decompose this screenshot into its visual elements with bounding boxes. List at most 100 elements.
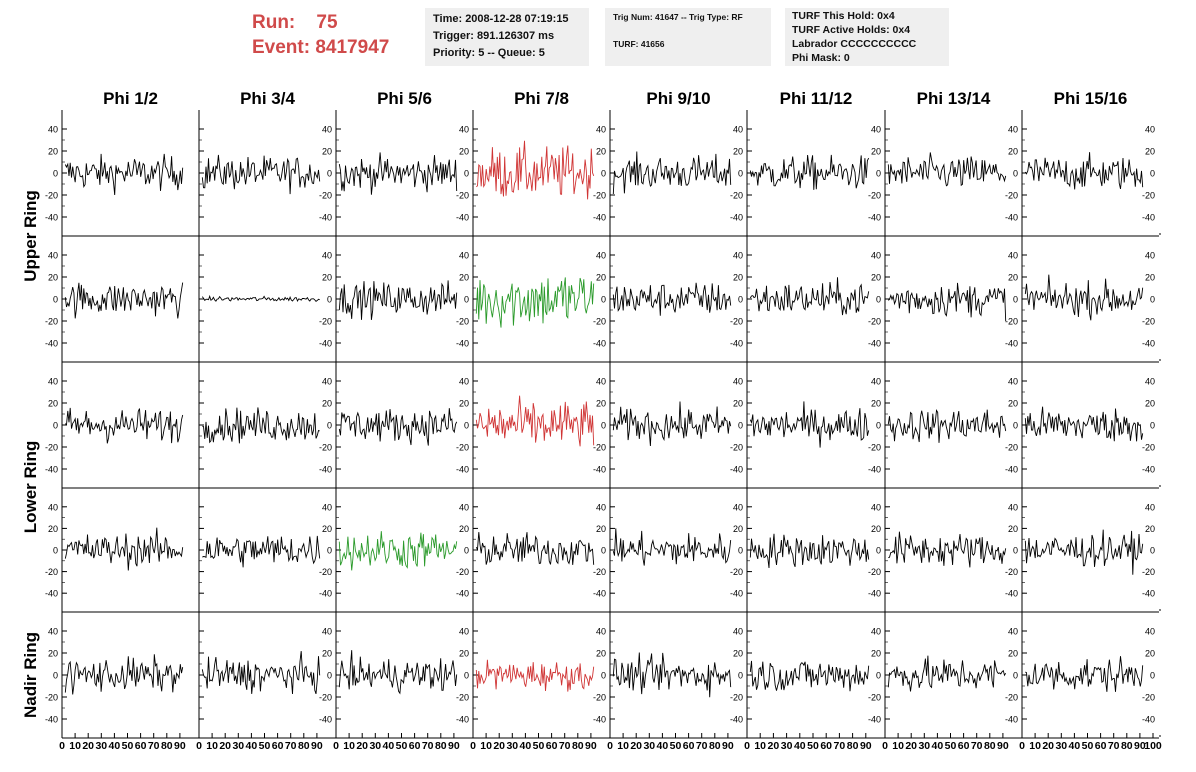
y-tick-label: -40 [730,589,743,599]
y-tick-label: 40 [322,125,332,135]
ring-label: Lower Ring [21,441,40,534]
y-tick-label: 0 [876,295,881,305]
y-tick-label: -40 [868,589,881,599]
y-tick-label: 20 [871,524,881,534]
y-tick-label: -40 [319,465,332,475]
y-tick-label: -40 [45,589,58,599]
y-tick-label: -40 [593,589,606,599]
waveform-trace [476,140,595,200]
y-tick-label: -20 [319,693,332,703]
y-tick-label: 0 [464,546,469,556]
y-tick-label: -40 [1005,465,1018,475]
y-tick-label: 20 [1145,524,1155,534]
y-tick-label: 20 [596,273,606,283]
x-tick-label: 0 [196,740,202,752]
y-tick-label: -20 [1142,443,1155,453]
y-tick-label: 20 [48,649,58,659]
y-tick-label: 0 [1013,671,1018,681]
x-tick-label: 0 [1019,740,1025,752]
waveform-trace [612,652,732,698]
x-tick-label: 90 [448,740,460,752]
x-tick-label: 50 [396,740,408,752]
column-header: Phi 11/12 [780,89,853,108]
y-tick-label: -20 [868,567,881,577]
waveform-trace [201,154,321,195]
x-tick-label: 60 [683,740,695,752]
y-tick-label: -40 [868,715,881,725]
y-tick-label: -40 [456,339,469,349]
y-tick-label: 40 [322,502,332,512]
waveform-trace [749,401,870,448]
waveform-trace [338,408,458,446]
y-tick-label: 20 [733,399,743,409]
y-tick-label: -20 [730,567,743,577]
column-header: Phi 3/4 [240,89,295,108]
x-tick-label: 60 [409,740,421,752]
y-tick-label: 40 [459,502,469,512]
y-tick-label: 40 [459,125,469,135]
waveform-trace [64,282,184,319]
x-tick-label: 80 [847,740,859,752]
waveform-trace [749,154,870,190]
waveform-trace [338,152,458,195]
y-tick-label: -40 [45,213,58,223]
x-tick-label: 20 [630,740,642,752]
y-tick-label: -20 [1142,693,1155,703]
run-line: Run: 75 [252,10,389,35]
y-tick-label: 40 [459,627,469,637]
y-tick-label: 40 [733,627,743,637]
y-tick-label: -20 [1005,693,1018,703]
column-header: Phi 1/2 [103,89,158,108]
y-tick-label: 0 [1013,421,1018,431]
x-tick-label: 50 [807,740,819,752]
y-tick-label: 40 [1008,377,1018,387]
y-tick-label: 40 [48,125,58,135]
y-tick-label: -40 [1142,339,1155,349]
y-tick-label: -20 [730,443,743,453]
y-tick-label: -20 [456,443,469,453]
waveform-trace [475,532,595,565]
y-tick-label: 40 [1008,251,1018,261]
x-tick-label: 70 [148,740,160,752]
y-tick-label: 40 [1145,377,1155,387]
x-tick-label: 30 [643,740,655,752]
y-tick-label: -20 [45,317,58,327]
y-tick-label: -40 [319,589,332,599]
y-tick-label: 40 [733,125,743,135]
y-tick-label: 20 [733,649,743,659]
x-tick-label: 70 [422,740,434,752]
x-tick-label: 40 [657,740,669,752]
y-tick-label: -20 [593,693,606,703]
x-tick-label: 90 [1134,740,1146,752]
waveform-trace [749,533,870,569]
y-tick-label: 0 [601,671,606,681]
x-tick-label: 90 [860,740,872,752]
y-tick-label: 20 [48,524,58,534]
y-tick-label: -40 [593,213,606,223]
ring-label: Nadir Ring [21,632,40,718]
y-tick-label: 0 [327,421,332,431]
x-tick-label: 10 [1029,740,1041,752]
y-tick-label: 0 [1150,169,1155,179]
y-tick-label: -20 [593,191,606,201]
x-tick-label: 100 [1144,740,1162,752]
y-tick-label: 20 [1145,649,1155,659]
y-tick-label: 0 [738,295,743,305]
x-tick-label: 10 [617,740,629,752]
y-tick-label: 0 [53,421,58,431]
x-tick-label: 80 [435,740,447,752]
event-label: Event: [252,37,311,58]
x-tick-label: 10 [892,740,904,752]
y-tick-label: -20 [319,191,332,201]
y-tick-label: -20 [593,443,606,453]
x-tick-label: 60 [546,740,558,752]
y-tick-label: 0 [53,295,58,305]
y-tick-label: 40 [871,251,881,261]
y-tick-label: -20 [45,443,58,453]
y-tick-label: 0 [1013,295,1018,305]
x-tick-label: 70 [834,740,846,752]
waveform-trace [201,294,320,303]
y-tick-label: -20 [319,317,332,327]
waveform-trace [64,153,184,196]
x-tick-label: 0 [470,740,476,752]
